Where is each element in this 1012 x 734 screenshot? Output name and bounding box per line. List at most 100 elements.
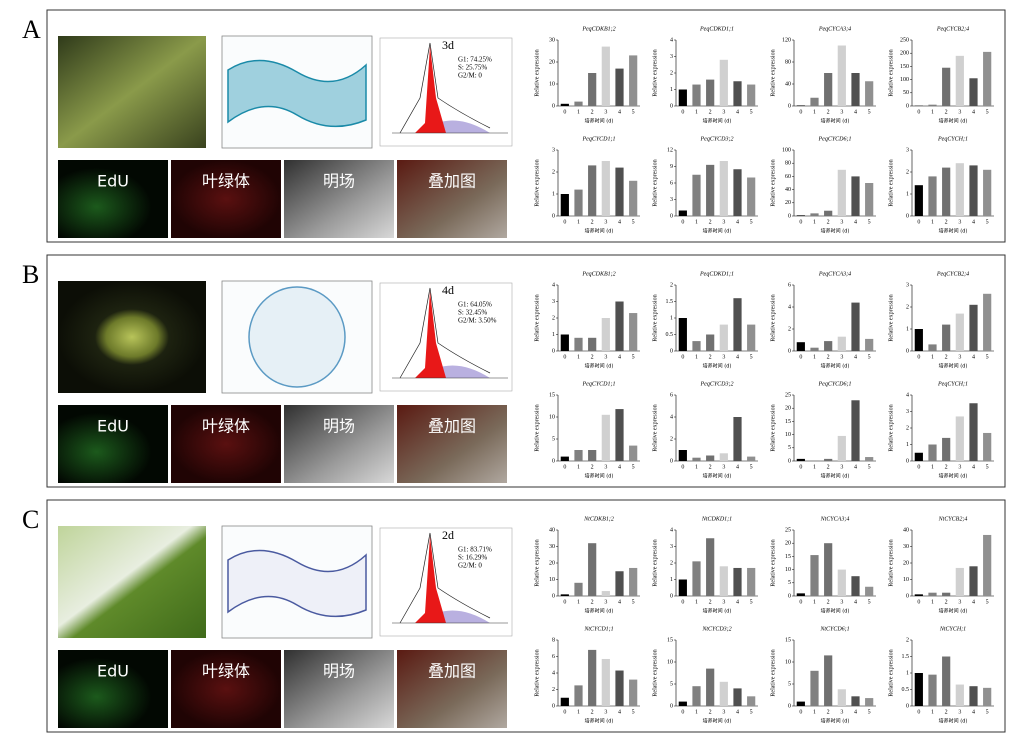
x-axis-label: 培养时间 (d): [703, 473, 732, 480]
bar: [942, 437, 951, 461]
bar: [560, 697, 569, 706]
y-tick-label: 12: [667, 147, 673, 153]
bar: [824, 655, 833, 706]
y-tick-label: 250: [900, 37, 909, 43]
x-tick-label: 1: [695, 219, 698, 225]
y-tick-label: 6: [670, 392, 673, 398]
bar: [692, 174, 701, 216]
section-outline: [227, 59, 367, 128]
bar: [601, 658, 610, 706]
x-tick-label: 0: [917, 464, 920, 470]
y-tick-label: 2: [552, 687, 555, 693]
x-tick-label: 5: [868, 354, 871, 360]
x-tick-label: 5: [868, 464, 871, 470]
y-axis-label: Relative expression: [534, 159, 540, 206]
micrograph: [397, 160, 507, 238]
x-axis-label: 培养时间 (d): [585, 363, 614, 370]
y-tick-label: 0: [788, 458, 791, 464]
y-tick-label: 0: [788, 593, 791, 599]
x-tick-label: 5: [750, 354, 753, 360]
photo: [58, 36, 206, 148]
x-tick-label: 2: [591, 599, 594, 605]
x-tick-label: 1: [931, 219, 934, 225]
bar: [615, 409, 624, 461]
photo: [58, 281, 206, 393]
x-tick-label: 2: [827, 464, 830, 470]
chart-title: NtCDKB1;2: [583, 516, 614, 522]
x-tick-label: 0: [681, 219, 684, 225]
y-tick-label: 15: [549, 392, 555, 398]
y-tick-label: 4: [670, 37, 673, 43]
section-outline: [227, 549, 367, 618]
y-tick-label: 5: [670, 681, 673, 687]
bar: [615, 301, 624, 351]
bar: [914, 452, 923, 461]
x-axis-label: 培养时间 (d): [821, 118, 850, 125]
micrograph: [284, 160, 394, 238]
x-axis-label: 培养时间 (d): [821, 608, 850, 615]
y-tick-label: 20: [903, 560, 909, 566]
y-tick-label: 15: [785, 554, 791, 560]
y-axis-label: Relative expression: [770, 649, 776, 696]
y-tick-label: 15: [785, 419, 791, 425]
bar: [837, 569, 846, 596]
chart-title: PeqCYCD3;2: [700, 136, 734, 142]
flow-day: 4d: [442, 283, 454, 297]
x-tick-label: 2: [945, 219, 948, 225]
y-tick-label: 100: [782, 147, 791, 153]
y-tick-label: 10: [549, 81, 555, 87]
bar: [588, 450, 597, 461]
x-tick-label: 0: [563, 354, 566, 360]
y-tick-label: 1.5: [666, 299, 674, 305]
x-axis-label: 培养时间 (d): [821, 718, 850, 725]
bar: [719, 59, 728, 106]
micrograph-label: EdU: [97, 172, 129, 191]
chart-title: PeqCDKD1;1: [699, 26, 734, 32]
bar: [560, 103, 569, 106]
micrograph-label: 明场: [323, 172, 355, 191]
y-tick-label: 2: [906, 637, 909, 643]
y-tick-label: 5: [552, 436, 555, 442]
x-tick-label: 5: [632, 109, 635, 115]
y-tick-label: 4: [552, 282, 555, 288]
micrograph-label: 明场: [323, 417, 355, 436]
x-tick-label: 3: [958, 464, 961, 470]
x-tick-label: 4: [972, 599, 975, 605]
x-tick-label: 3: [958, 219, 961, 225]
bar: [824, 341, 833, 351]
micrograph: [58, 405, 168, 483]
x-tick-label: 4: [972, 464, 975, 470]
x-tick-label: 4: [618, 709, 621, 715]
x-tick-label: 5: [868, 599, 871, 605]
x-tick-label: 2: [709, 709, 712, 715]
y-tick-label: 25: [785, 527, 791, 533]
bar: [955, 416, 964, 461]
y-axis-label: Relative expression: [888, 649, 894, 696]
y-tick-label: 2: [670, 560, 673, 566]
bar: [574, 101, 583, 106]
x-axis-label: 培养时间 (d): [703, 718, 732, 725]
bar: [747, 324, 756, 351]
x-tick-label: 3: [604, 219, 607, 225]
bar: [928, 444, 937, 461]
x-tick-label: 4: [854, 709, 857, 715]
bar: [706, 668, 715, 706]
x-tick-label: 5: [750, 599, 753, 605]
x-axis-label: 培养时间 (d): [585, 608, 614, 615]
y-tick-label: 0: [670, 348, 673, 354]
bar: [796, 458, 805, 461]
y-tick-label: 3: [552, 147, 555, 153]
bar: [560, 456, 569, 461]
x-axis-label: 培养时间 (d): [585, 718, 614, 725]
flow-g1: G1: 74.25%: [458, 56, 492, 64]
bar: [837, 689, 846, 706]
chart-title: PeqCYCD6;1: [818, 136, 852, 142]
y-tick-label: 0: [552, 213, 555, 219]
bar: [615, 670, 624, 706]
bar: [865, 338, 874, 351]
bar: [928, 104, 937, 106]
chart-title: PeqCYCD6;1: [818, 381, 852, 387]
y-axis-label: Relative expression: [888, 539, 894, 586]
bar: [837, 169, 846, 216]
